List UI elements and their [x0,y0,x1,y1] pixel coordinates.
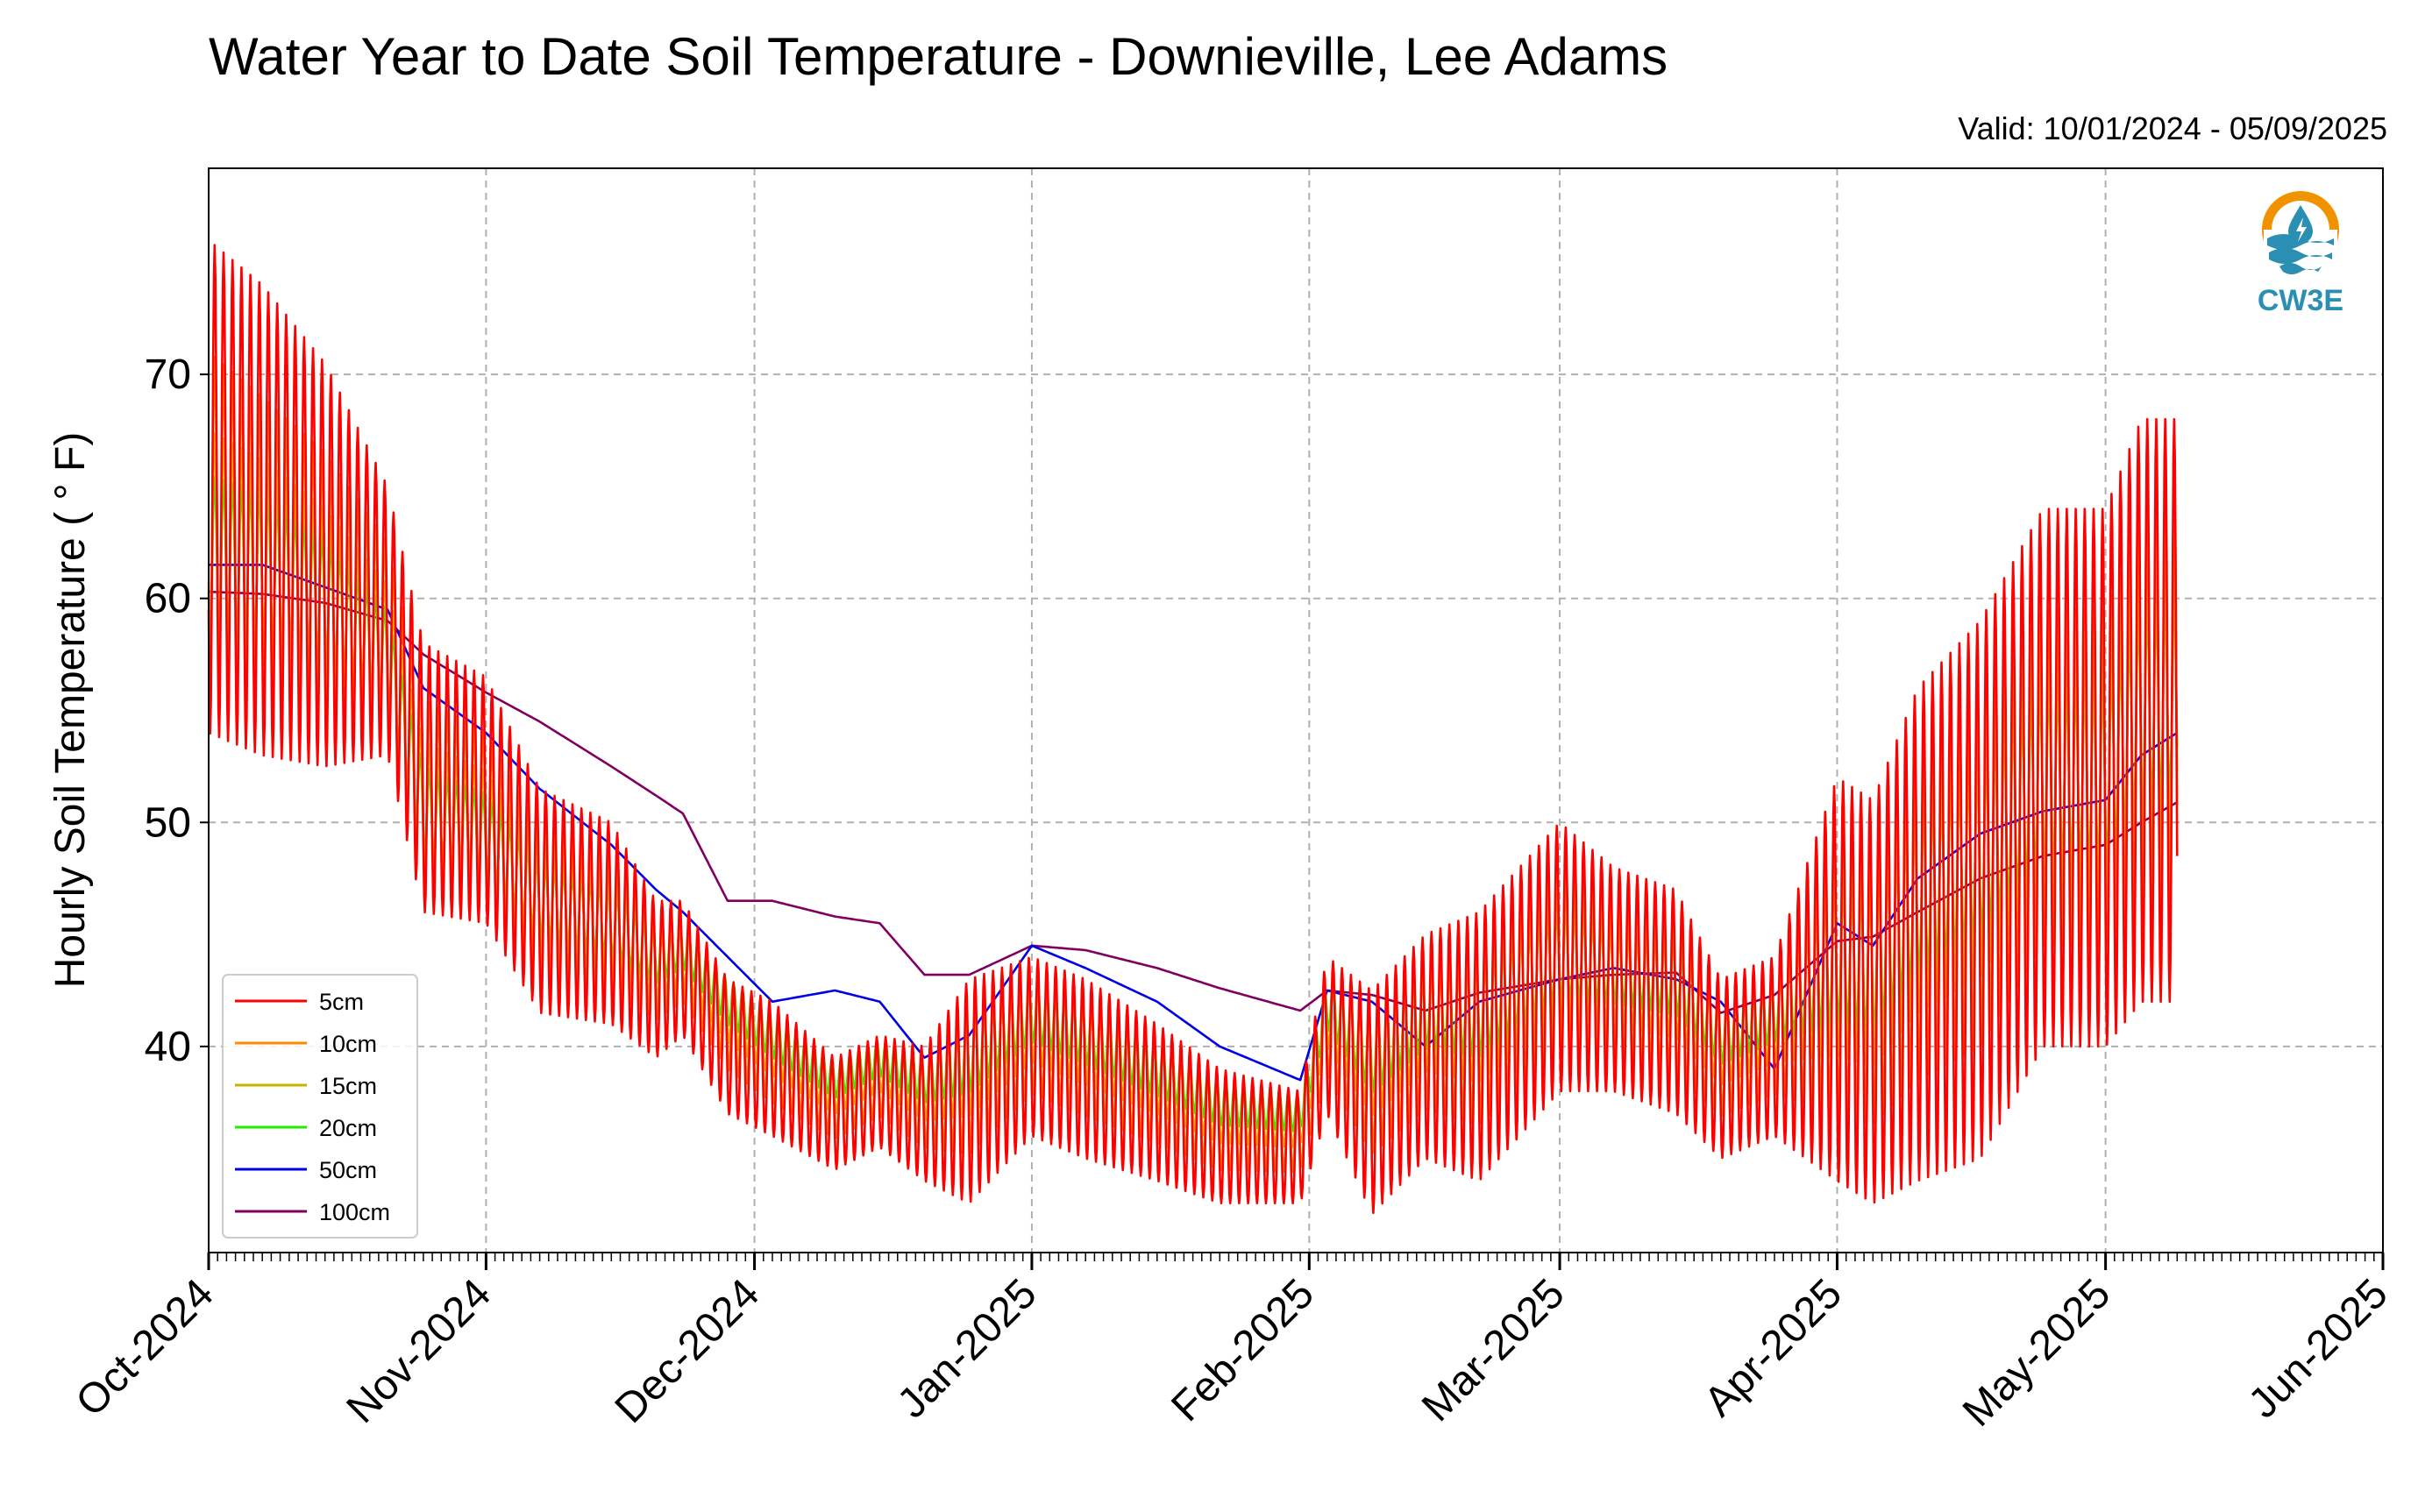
y-axis-label: Hourly Soil Temperature ( ° F) [47,432,94,989]
y-tick-label: 60 [145,576,191,622]
y-tick-label: 50 [145,799,191,846]
chart-title: Water Year to Date Soil Temperature - Do… [209,27,1668,86]
x-tick-label: Dec-2024 [607,1270,769,1432]
legend-label-50cm: 50cm [319,1157,377,1183]
series-line-5cm [207,244,2179,1215]
water-drop-logo-icon [2262,191,2339,274]
valid-date-range: Valid: 10/01/2024 - 05/09/2025 [1958,110,2387,146]
x-minor-ticks [208,1253,2384,1261]
legend-label-15cm: 15cm [319,1073,377,1099]
axes: 40 50 60 70 Oct-2024 Nov-2024 Dec-2024 Jan-2025… [68,351,2397,1436]
cw3e-logo: CW3E [2258,191,2343,317]
y-tick-label: 70 [145,351,191,398]
plot-frame [208,167,2384,1253]
legend: 5cm 10cm 15cm 20cm 50cm 100cm [222,974,418,1239]
legend-label-10cm: 10cm [319,1031,377,1057]
series-lines [207,244,2179,1215]
x-tick-label: Mar-2025 [1413,1270,1574,1430]
legend-label-20cm: 20cm [319,1115,377,1141]
x-tick-label: Oct-2024 [68,1270,223,1425]
x-tick-label: May-2025 [1954,1270,2119,1435]
legend-label-5cm: 5cm [319,989,364,1015]
y-tick-label: 40 [145,1024,191,1070]
legend-box [222,974,418,1239]
x-tick-label: Apr-2025 [1696,1270,1851,1425]
x-tick-label: Jan-2025 [889,1270,1046,1427]
x-tick-label: Feb-2025 [1163,1270,1323,1430]
x-tick-label: Nov-2024 [338,1270,501,1432]
legend-label-100cm: 100cm [319,1199,390,1225]
logo-text: CW3E [2258,284,2343,317]
x-tick-label: Jun-2025 [2240,1270,2397,1427]
